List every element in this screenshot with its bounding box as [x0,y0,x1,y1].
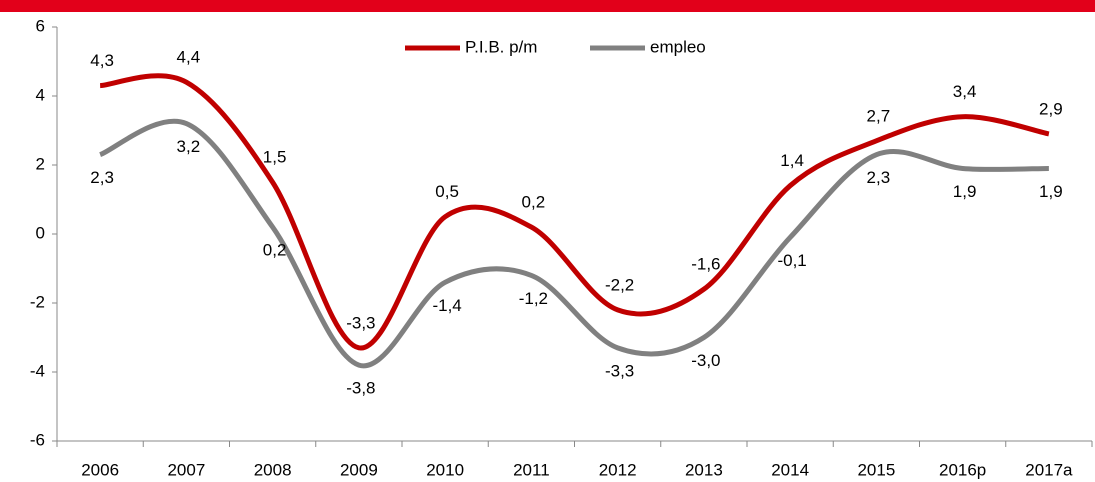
data-label: 0,2 [522,193,546,212]
data-label: 4,3 [90,51,114,70]
x-tick-label: 2017a [1025,460,1073,479]
x-tick-label: 2014 [771,460,809,479]
y-tick-label: 2 [36,154,45,173]
data-label: -3,3 [605,361,634,380]
y-tick-label: 0 [36,223,45,242]
data-label: 3,4 [953,82,977,101]
header-band [0,0,1095,12]
x-tick-label: 2012 [599,460,637,479]
x-tick-label: 2016p [939,460,986,479]
y-tick-label: -6 [30,430,45,449]
data-label: 0,2 [263,241,287,260]
x-tick-label: 2008 [254,460,292,479]
data-label: -2,2 [605,275,634,294]
x-tick-label: 2015 [857,460,895,479]
x-tick-label: 2006 [81,460,119,479]
y-tick-label: 6 [36,16,45,35]
data-label: -0,1 [777,251,806,270]
data-label: 4,4 [177,48,201,67]
data-label: -3,8 [346,379,375,398]
data-label: 2,7 [867,106,891,125]
legend-label: empleo [650,37,706,56]
y-tick-label: -4 [30,361,45,380]
data-label: -1,2 [519,289,548,308]
data-label: 0,5 [435,182,459,201]
data-label: 1,9 [1039,182,1063,201]
data-label: 3,2 [177,137,201,156]
data-label: 2,3 [90,168,114,187]
series-line [99,73,1050,351]
y-tick-label: 4 [36,85,45,104]
data-label: 2,9 [1039,99,1063,118]
data-label: -1,4 [432,296,461,315]
x-tick-label: 2010 [426,460,464,479]
data-label: 1,5 [263,148,287,167]
data-label: 2,3 [867,168,891,187]
x-tick-label: 2013 [685,460,723,479]
x-tick-label: 2007 [167,460,205,479]
data-label: 1,9 [953,182,977,201]
x-tick-label: 2009 [340,460,378,479]
y-tick-label: -2 [30,292,45,311]
legend-label: P.I.B. p/m [465,37,537,56]
series-line [99,118,1049,369]
data-label: -3,3 [346,313,375,332]
data-label: -1,6 [691,255,720,274]
data-label: 1,4 [780,151,804,170]
data-label: -3,0 [691,351,720,370]
x-tick-label: 2011 [513,460,550,479]
